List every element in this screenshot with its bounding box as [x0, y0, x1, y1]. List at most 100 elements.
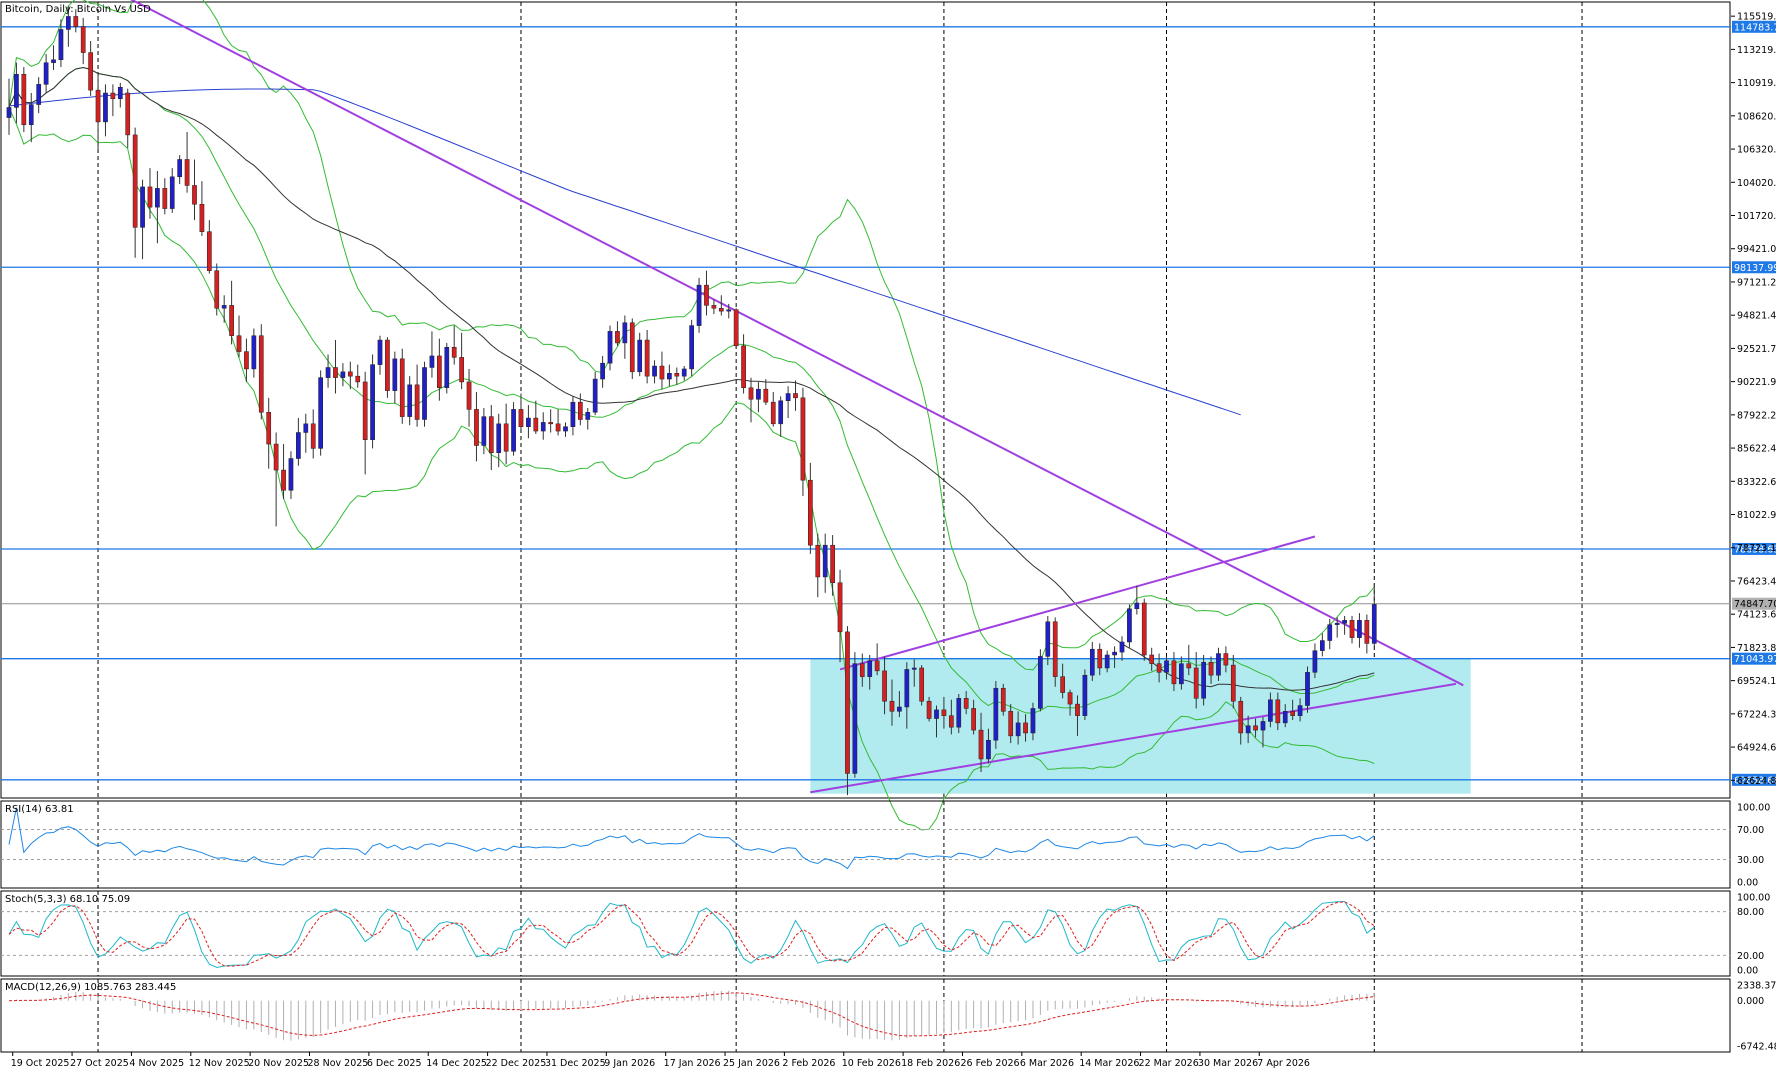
candle[interactable]	[615, 321, 620, 346]
rsi-panel[interactable]: 100.00 70.00 30.00 0.00	[0, 800, 1770, 889]
candle[interactable]	[51, 45, 56, 70]
candle[interactable]	[511, 402, 516, 456]
candle[interactable]	[162, 178, 168, 215]
candle[interactable]	[1268, 692, 1273, 728]
candle[interactable]	[117, 82, 123, 108]
candle[interactable]	[778, 396, 784, 437]
candle[interactable]	[132, 127, 138, 258]
candle[interactable]	[481, 407, 487, 455]
candle[interactable]	[681, 366, 687, 381]
candle[interactable]	[756, 381, 761, 413]
candle[interactable]	[1112, 646, 1117, 668]
candle[interactable]	[770, 392, 776, 427]
candle[interactable]	[244, 338, 249, 382]
candle[interactable]	[1357, 613, 1362, 648]
candle[interactable]	[1149, 647, 1155, 671]
candle[interactable]	[422, 361, 427, 427]
candle[interactable]	[585, 407, 591, 430]
candle[interactable]	[652, 360, 657, 384]
candle[interactable]	[1060, 663, 1065, 699]
candle[interactable]	[1038, 649, 1043, 712]
candle[interactable]	[815, 533, 821, 598]
candle[interactable]	[444, 342, 450, 394]
candle[interactable]	[318, 370, 323, 456]
candle[interactable]	[637, 332, 643, 377]
candle[interactable]	[555, 409, 561, 436]
candle[interactable]	[667, 364, 672, 387]
candle[interactable]	[1104, 650, 1110, 673]
candle[interactable]	[1075, 695, 1080, 736]
candle[interactable]	[859, 653, 865, 687]
candle[interactable]	[1089, 641, 1095, 681]
candle[interactable]	[1134, 585, 1140, 615]
candle[interactable]	[147, 168, 153, 219]
candle[interactable]	[852, 652, 858, 778]
candle[interactable]	[689, 319, 694, 377]
candle[interactable]	[1253, 718, 1258, 738]
candle[interactable]	[370, 354, 375, 449]
candle[interactable]	[36, 77, 42, 114]
candle[interactable]	[503, 403, 509, 465]
candle[interactable]	[978, 712, 984, 772]
candle[interactable]	[629, 318, 635, 380]
candle[interactable]	[429, 331, 435, 378]
candle[interactable]	[459, 332, 464, 390]
candle[interactable]	[1245, 715, 1251, 744]
candle[interactable]	[644, 329, 650, 384]
candle[interactable]	[592, 371, 598, 416]
candle[interactable]	[1208, 656, 1214, 684]
candle[interactable]	[377, 335, 383, 375]
candle[interactable]	[1193, 652, 1199, 709]
candle[interactable]	[526, 405, 531, 439]
candle[interactable]	[993, 680, 999, 749]
candle[interactable]	[1216, 647, 1221, 681]
candle[interactable]	[570, 396, 576, 436]
candle[interactable]	[66, 6, 71, 47]
candle[interactable]	[1260, 717, 1266, 748]
candle[interactable]	[548, 409, 554, 433]
stochastic-panel[interactable]: 100.00 80.00 20.00 0.00	[0, 890, 1770, 977]
candle[interactable]	[733, 308, 739, 349]
macd-panel[interactable]: 2338.370 0.000 -6742.48	[0, 978, 1776, 1053]
candle[interactable]	[206, 220, 212, 274]
candle[interactable]	[125, 88, 131, 148]
candle[interactable]	[43, 54, 49, 94]
candle[interactable]	[451, 325, 457, 365]
candle[interactable]	[867, 654, 873, 690]
candle[interactable]	[1275, 692, 1281, 731]
candle[interactable]	[919, 665, 925, 706]
candle[interactable]	[58, 19, 64, 68]
candle[interactable]	[1067, 689, 1073, 716]
candle[interactable]	[385, 337, 390, 398]
candle[interactable]	[6, 78, 12, 135]
candle[interactable]	[904, 662, 910, 729]
candle[interactable]	[88, 41, 93, 96]
candle[interactable]	[926, 696, 932, 722]
candle[interactable]	[1319, 633, 1325, 657]
candle[interactable]	[808, 462, 813, 554]
candle[interactable]	[1223, 646, 1229, 673]
candle[interactable]	[399, 348, 405, 424]
candle[interactable]	[874, 643, 880, 676]
trendline-descending-resistance[interactable]	[128, 0, 1464, 687]
candle[interactable]	[1030, 702, 1036, 741]
candle[interactable]	[911, 659, 917, 687]
candle[interactable]	[214, 263, 220, 316]
candle[interactable]	[347, 361, 353, 390]
candle[interactable]	[889, 679, 895, 726]
candle[interactable]	[763, 379, 769, 406]
candle[interactable]	[1045, 615, 1051, 666]
candle[interactable]	[288, 451, 294, 499]
candle[interactable]	[1305, 666, 1310, 713]
candle[interactable]	[518, 393, 524, 430]
candle[interactable]	[1342, 615, 1347, 635]
candle[interactable]	[437, 338, 442, 401]
candle[interactable]	[1282, 704, 1288, 728]
candle[interactable]	[80, 17, 86, 65]
candle[interactable]	[296, 418, 301, 466]
candle[interactable]	[28, 93, 34, 143]
candle[interactable]	[1164, 656, 1169, 680]
candle[interactable]	[1141, 598, 1147, 661]
candle[interactable]	[1312, 643, 1318, 679]
